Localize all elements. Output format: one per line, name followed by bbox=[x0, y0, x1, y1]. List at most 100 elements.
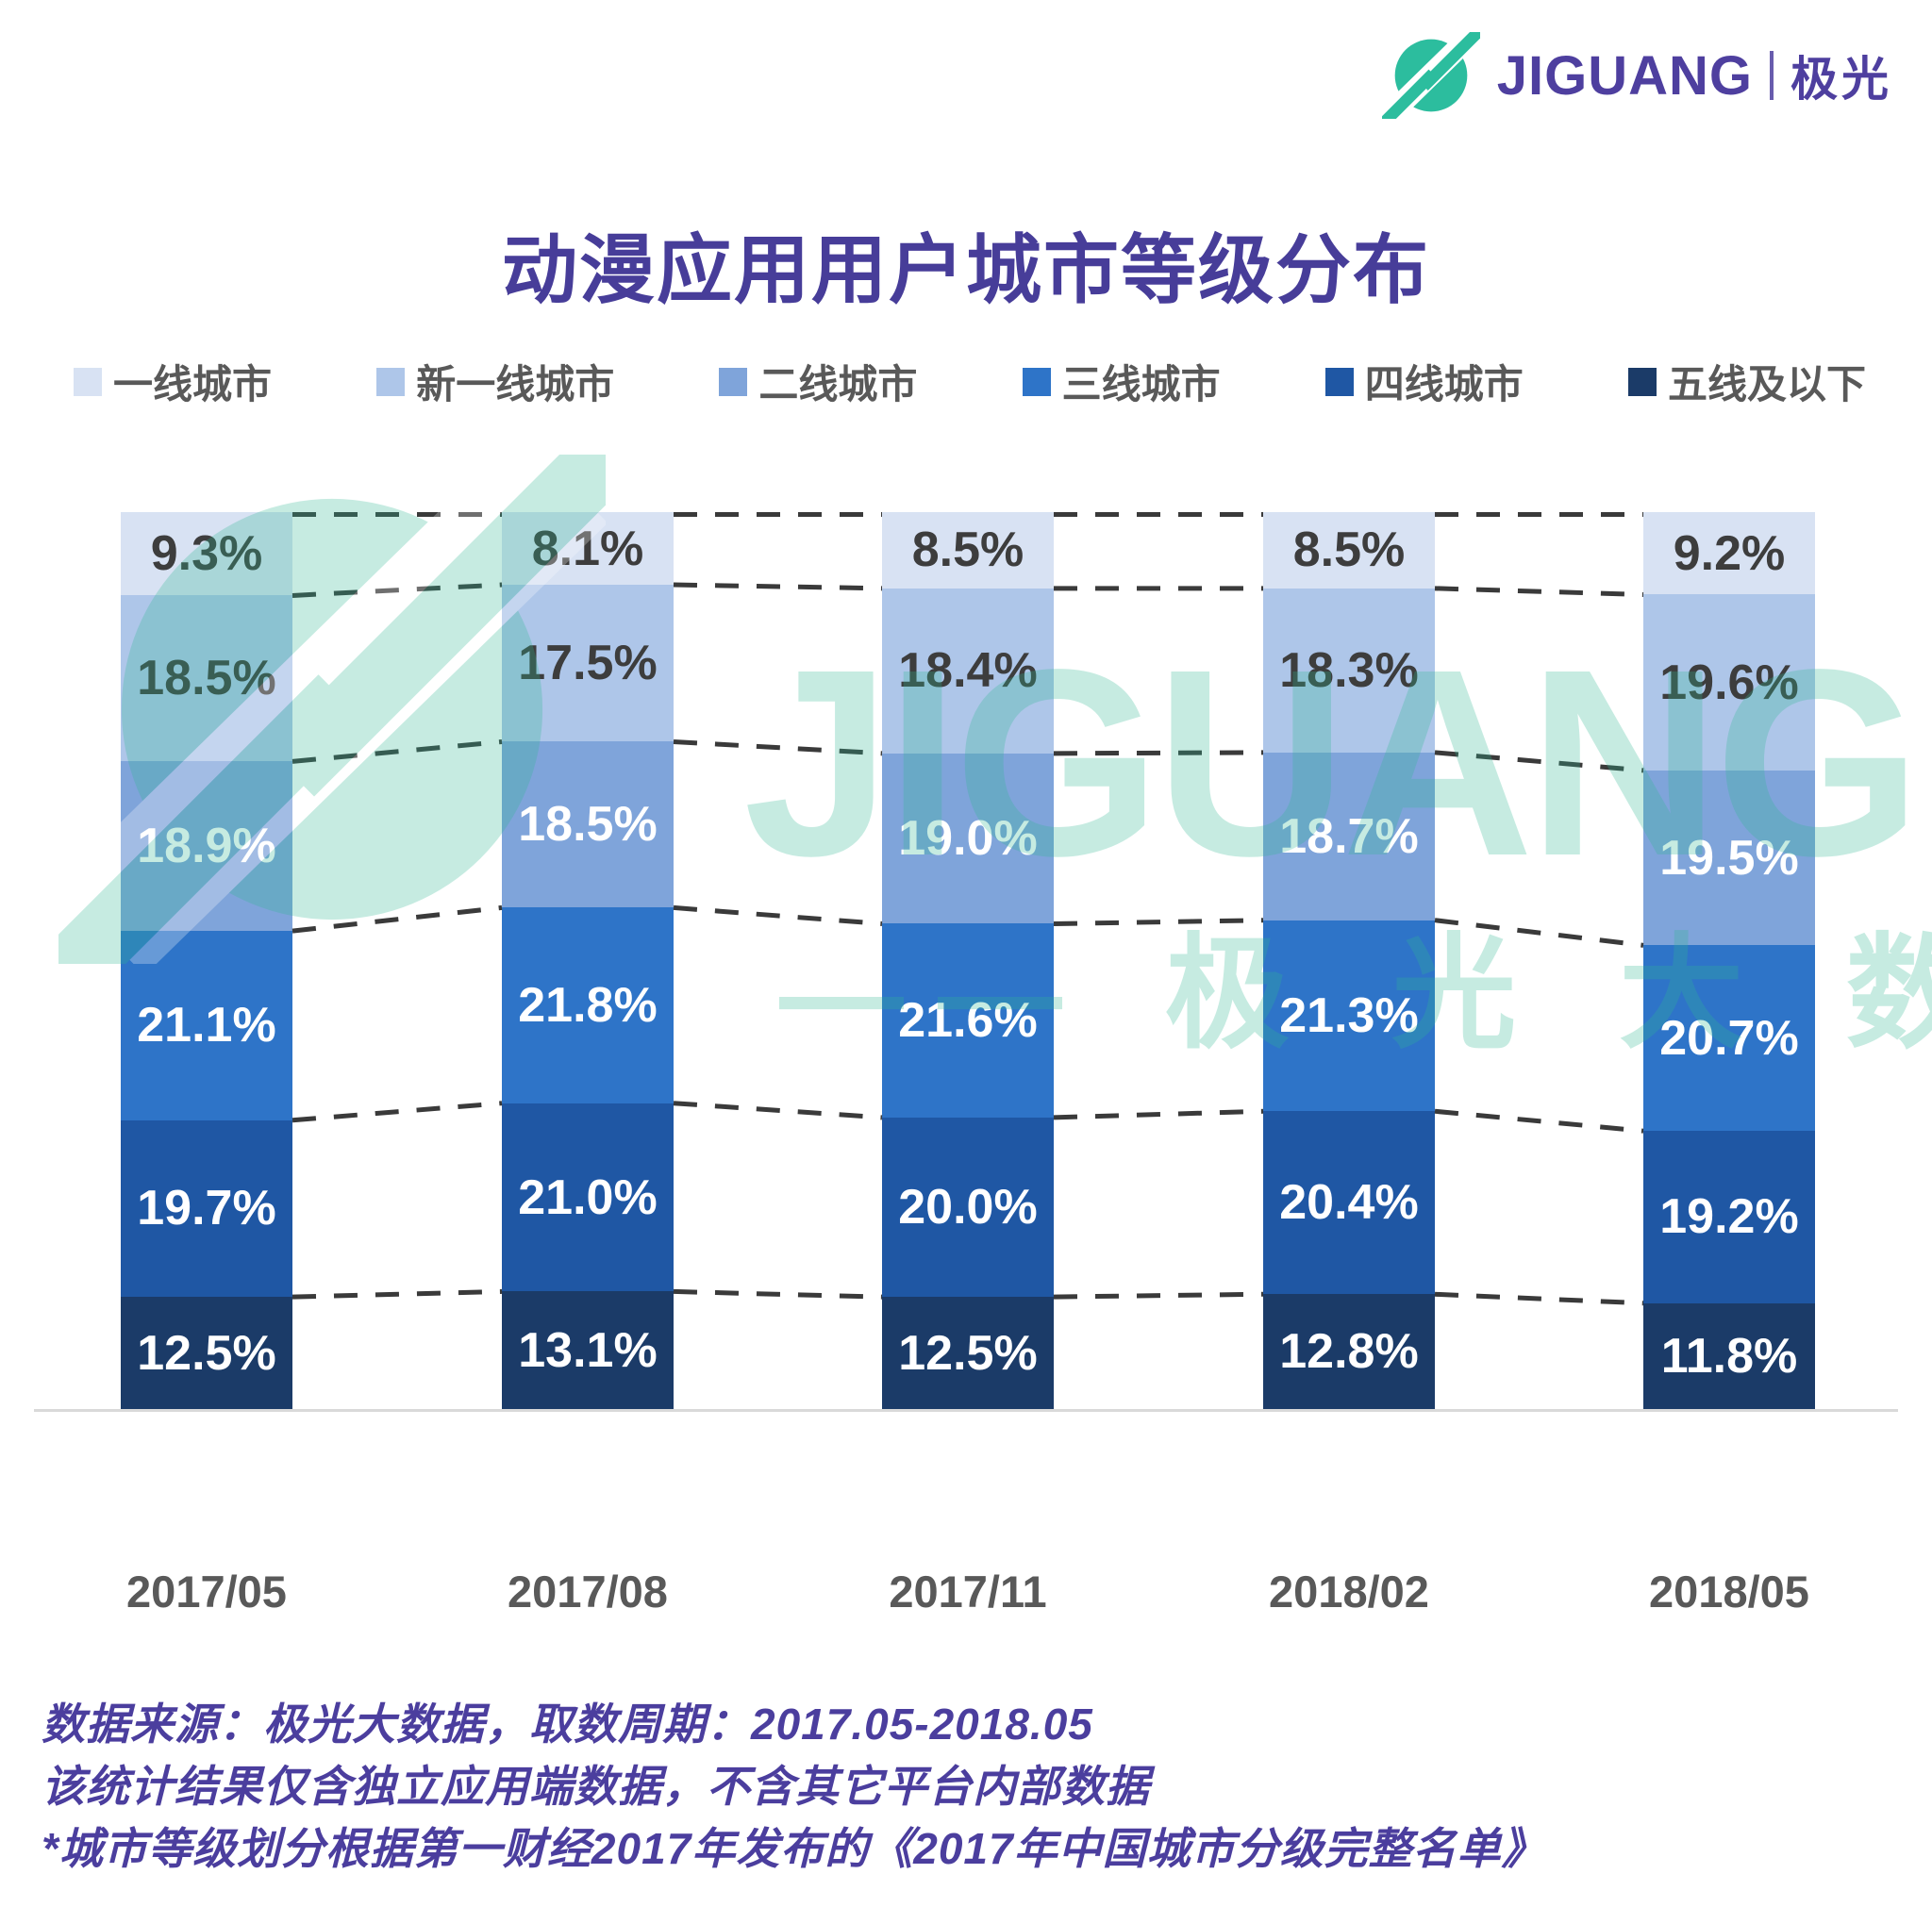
legend-item-三线城市: 三线城市 bbox=[1022, 353, 1221, 410]
legend-swatch bbox=[376, 367, 406, 396]
bar-segment-新一线城市: 18.4% bbox=[882, 588, 1054, 754]
bar-segment-三线城市: 21.3% bbox=[1263, 920, 1435, 1112]
bar-segment-三线城市: 20.7% bbox=[1643, 945, 1815, 1132]
connector-line bbox=[1434, 918, 1644, 948]
bar-segment-二线城市: 19.5% bbox=[1643, 770, 1815, 946]
segment-value-label: 18.4% bbox=[898, 643, 1038, 699]
connector-line bbox=[1434, 1291, 1644, 1306]
footer-line-1: 数据来源：极光大数据，取数周期：2017.05-2018.05 bbox=[42, 1700, 1093, 1749]
segment-value-label: 20.0% bbox=[898, 1179, 1038, 1235]
bar-segment-五线及以下: 13.1% bbox=[502, 1291, 674, 1409]
bar-segment-四线城市: 19.2% bbox=[1643, 1131, 1815, 1303]
connector-line bbox=[1434, 586, 1644, 597]
connector-line bbox=[673, 738, 883, 756]
bar-segment-五线及以下: 12.8% bbox=[1263, 1294, 1435, 1409]
legend-item-新一线城市: 新一线城市 bbox=[376, 353, 614, 410]
legend-label: 四线城市 bbox=[1364, 362, 1524, 406]
bar-segment-四线城市: 21.0% bbox=[502, 1103, 674, 1292]
segment-value-label: 21.3% bbox=[1279, 987, 1419, 1043]
bar-segment-一线城市: 8.5% bbox=[882, 512, 1054, 589]
connector-line bbox=[673, 1288, 883, 1300]
legend-swatch bbox=[74, 367, 102, 396]
segment-value-label: 20.4% bbox=[1279, 1175, 1419, 1231]
segment-value-label: 19.0% bbox=[898, 811, 1038, 867]
chart-area: 9.3% 18.5% 18.9% 21.1% 19.7% 12.5% 8.1% 17.5% 18… bbox=[0, 512, 1932, 1409]
legend-label: 二线城市 bbox=[758, 362, 918, 406]
header-brand: JIGUANG 极光 bbox=[1382, 32, 1892, 119]
bar-segment-二线城市: 18.7% bbox=[1263, 752, 1435, 920]
segment-value-label: 21.8% bbox=[518, 978, 658, 1034]
connector-line bbox=[291, 738, 503, 764]
brand-name-en: JIGUANG bbox=[1496, 44, 1753, 107]
bar-segment-二线城市: 19.0% bbox=[882, 753, 1054, 924]
segment-value-label: 18.3% bbox=[1279, 642, 1419, 698]
segment-value-label: 12.5% bbox=[137, 1325, 276, 1381]
connector-line bbox=[291, 904, 503, 934]
footer-notes: 数据来源：极光大数据，取数周期：2017.05-2018.05 该统计结果仅含独… bbox=[42, 1694, 1546, 1880]
connector-line bbox=[291, 582, 503, 598]
bar-segment-五线及以下: 12.5% bbox=[882, 1297, 1054, 1409]
dashed-connector-lines bbox=[291, 512, 1644, 1306]
connector-line bbox=[1053, 750, 1264, 756]
stacked-bar-2018/02: 8.5% 18.3% 18.7% 21.3% 20.4% 12.8% bbox=[1263, 512, 1435, 1409]
connector-line bbox=[673, 904, 883, 927]
legend-label: 新一线城市 bbox=[416, 362, 615, 406]
brand-divider bbox=[1770, 51, 1774, 100]
x-axis-label-2018/05: 2018/05 bbox=[1649, 1567, 1809, 1617]
x-axis-label-2017/05: 2017/05 bbox=[126, 1567, 287, 1617]
segment-value-label: 12.8% bbox=[1279, 1324, 1419, 1380]
x-axis-label-2017/11: 2017/11 bbox=[889, 1567, 1047, 1617]
brand-name-cn: 极光 bbox=[1790, 53, 1892, 106]
connector-line bbox=[673, 582, 883, 591]
segment-value-label: 19.2% bbox=[1659, 1189, 1799, 1245]
legend-label: 三线城市 bbox=[1061, 362, 1221, 406]
legend-swatch bbox=[1022, 367, 1051, 396]
segment-value-label: 8.5% bbox=[1292, 522, 1406, 578]
bar-segment-新一线城市: 19.6% bbox=[1643, 594, 1815, 771]
bar-segment-四线城市: 20.0% bbox=[882, 1117, 1054, 1298]
segment-value-label: 21.6% bbox=[898, 993, 1038, 1049]
segment-value-label: 11.8% bbox=[1660, 1328, 1798, 1384]
segment-value-label: 21.0% bbox=[518, 1169, 658, 1225]
bar-segment-五线及以下: 12.5% bbox=[121, 1297, 292, 1409]
footer-line-3: *城市等级划分根据第一财经2017年发布的《2017年中国城市分级完整名单》 bbox=[42, 1823, 1546, 1873]
segment-value-label: 13.1% bbox=[518, 1322, 658, 1378]
connector-line bbox=[1053, 918, 1264, 927]
connector-line bbox=[1053, 1108, 1264, 1120]
x-axis-label-2018/02: 2018/02 bbox=[1269, 1567, 1429, 1617]
legend-swatch bbox=[1324, 367, 1354, 396]
bar-segment-新一线城市: 18.3% bbox=[1263, 588, 1435, 753]
segment-value-label: 21.1% bbox=[137, 998, 276, 1053]
legend-item-一线城市: 一线城市 bbox=[74, 353, 272, 410]
legend-item-五线及以下: 五线及以下 bbox=[1627, 353, 1866, 410]
bar-segment-三线城市: 21.6% bbox=[882, 923, 1054, 1118]
connector-line bbox=[1434, 750, 1644, 773]
jiguang-logo-icon bbox=[1382, 32, 1480, 119]
bar-segment-一线城市: 8.5% bbox=[1263, 512, 1435, 589]
connector-line bbox=[1434, 1108, 1644, 1134]
bar-segment-四线城市: 20.4% bbox=[1263, 1111, 1435, 1295]
x-axis-line bbox=[34, 1409, 1898, 1412]
legend-swatch bbox=[1627, 367, 1657, 396]
segment-value-label: 12.5% bbox=[898, 1325, 1038, 1381]
connector-line bbox=[673, 1101, 883, 1120]
x-axis-label-2017/08: 2017/08 bbox=[508, 1567, 668, 1617]
segment-value-label: 19.5% bbox=[1659, 830, 1799, 886]
segment-value-label: 19.7% bbox=[137, 1181, 276, 1236]
legend-swatch bbox=[719, 367, 748, 396]
stacked-bar-2017/11: 8.5% 18.4% 19.0% 21.6% 20.0% 12.5% bbox=[882, 512, 1054, 1409]
connector-line bbox=[291, 1288, 503, 1300]
legend-label: 五线及以下 bbox=[1667, 362, 1866, 406]
chart-title: 动漫应用用户城市等级分布 bbox=[502, 228, 1430, 312]
connector-line bbox=[291, 1101, 503, 1123]
footer-line-2: 该统计结果仅含独立应用端数据，不含其它平台内部数据 bbox=[42, 1761, 1150, 1811]
legend-item-二线城市: 二线城市 bbox=[719, 353, 917, 410]
segment-value-label: 9.2% bbox=[1673, 525, 1786, 581]
bar-segment-一线城市: 9.2% bbox=[1643, 512, 1815, 595]
legend: 一线城市 新一线城市 二线城市 三线城市 四线城市 五线及以下 bbox=[74, 353, 1866, 410]
connector-line bbox=[1053, 1291, 1264, 1300]
segment-value-label: 8.5% bbox=[911, 522, 1024, 578]
segment-value-label: 20.7% bbox=[1659, 1010, 1799, 1066]
legend-item-四线城市: 四线城市 bbox=[1324, 353, 1524, 410]
